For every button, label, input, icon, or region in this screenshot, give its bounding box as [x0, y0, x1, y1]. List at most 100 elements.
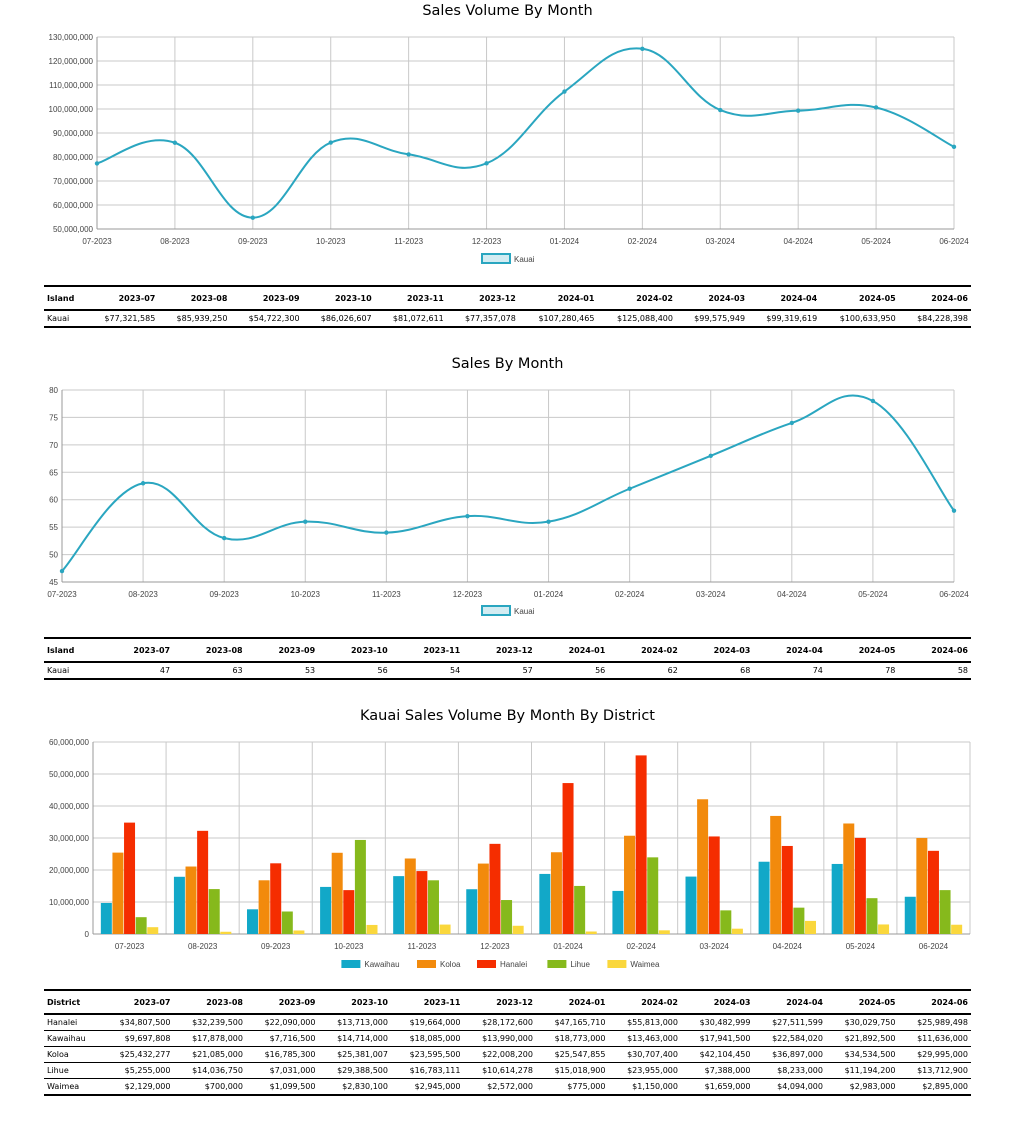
table-cell: $13,990,000 [463, 1030, 536, 1047]
bar-hanalei [124, 822, 136, 934]
data-point [789, 420, 795, 426]
bar-kawaihau [612, 890, 624, 934]
table-row: Koloa $25,432,277 $21,085,000 $16,785,300 $2… [44, 1046, 971, 1063]
y-tick-label: 90,000,000 [53, 129, 94, 138]
table-cell: $86,026,607 [302, 310, 375, 328]
table-cell: $2,572,000 [463, 1078, 536, 1096]
x-tick-label: 07-2023 [82, 237, 112, 246]
data-point [384, 530, 389, 535]
table-cell: $100,633,950 [820, 310, 899, 328]
legend-swatch [417, 960, 436, 968]
column-header: 2023-11 [390, 989, 464, 1015]
table-cell: $15,018,900 [535, 1062, 609, 1079]
table-cell: $25,989,498 [898, 1014, 971, 1031]
bar-lihue [135, 917, 147, 934]
x-tick-label: 06-2024 [919, 942, 949, 951]
table-cell: $1,659,000 [680, 1078, 754, 1096]
table-cell: $85,939,250 [158, 310, 231, 328]
sales-count-line-chart: 45 50 55 60 65 70 75 80 07-2023 08-2023 09-2023 10-… [47, 386, 969, 616]
x-tick-label: 09-2023 [238, 237, 268, 246]
table-cell: $47,165,710 [535, 1014, 609, 1031]
table-cell: Kauai [44, 662, 101, 680]
legend-label: Kauai [514, 607, 535, 616]
table-row: Waimea $2,129,000 $700,000 $1,099,500 $2,830… [44, 1078, 971, 1096]
legend-label: Waimea [630, 960, 660, 969]
table-cell: Lihue [44, 1062, 101, 1079]
data-point [870, 398, 876, 404]
table-cell: $30,707,400 [608, 1046, 681, 1063]
table-cell: $7,388,000 [680, 1062, 754, 1079]
column-header: 2023-10 [318, 989, 391, 1015]
table-cell: $10,614,278 [463, 1062, 536, 1079]
table-cell: $29,388,500 [318, 1062, 391, 1079]
table-cell: 62 [608, 662, 681, 680]
bar-hanalei [562, 783, 574, 934]
x-tick-label: 07-2023 [47, 590, 77, 599]
x-tick-label: 03-2024 [696, 590, 726, 599]
x-tick-label: 10-2023 [291, 590, 321, 599]
x-tick-label: 01-2024 [550, 237, 580, 246]
y-tick-label: 45 [49, 578, 58, 587]
table-cell: 78 [825, 662, 899, 680]
bar-kawaihau [173, 876, 185, 934]
table-cell: 74 [753, 662, 826, 680]
table-cell: $11,194,200 [825, 1062, 899, 1079]
x-tick-label: 09-2023 [261, 942, 291, 951]
x-tick-label: 12-2023 [472, 237, 502, 246]
column-header: 2024-04 [753, 637, 826, 663]
table-cell: 54 [390, 662, 464, 680]
bar-waimea [731, 928, 743, 934]
bar-waimea [439, 924, 451, 934]
table-cell: $22,008,200 [463, 1046, 536, 1063]
table-cell: Kawaihau [44, 1030, 101, 1047]
column-header: 2024-06 [898, 637, 971, 663]
column-header: 2024-01 [535, 637, 609, 663]
bar-lihue [647, 857, 659, 934]
column-header: Island [44, 637, 101, 663]
bar-lihue [281, 911, 293, 934]
data-point [546, 519, 551, 524]
x-tick-label: 02-2024 [626, 942, 656, 951]
y-tick-label: 10,000,000 [49, 898, 90, 907]
bar-hanalei [416, 871, 428, 934]
x-tick-label: 01-2024 [553, 942, 583, 951]
x-tick-label: 06-2024 [939, 590, 969, 599]
data-point [718, 107, 723, 113]
table-cell: 56 [318, 662, 391, 680]
bar-kawaihau [831, 863, 843, 934]
y-tick-label: 50 [49, 551, 58, 560]
table-row: Lihue $5,255,000 $14,036,750 $7,031,000 $29,… [44, 1062, 971, 1079]
data-point [951, 508, 957, 513]
table-cell: $14,036,750 [173, 1062, 246, 1079]
bar-koloa [477, 863, 489, 934]
bar-kawaihau [539, 873, 551, 934]
data-point [406, 152, 411, 157]
y-tick-label: 0 [85, 930, 90, 939]
table-cell: $99,319,619 [748, 310, 821, 328]
data-point [59, 568, 65, 574]
table-cell: Koloa [44, 1046, 101, 1063]
y-tick-label: 30,000,000 [49, 834, 90, 843]
bar-lihue [939, 890, 951, 934]
table-cell: $21,892,500 [825, 1030, 899, 1047]
data-point [873, 105, 879, 110]
bar-koloa [843, 823, 855, 934]
bar-kawaihau [904, 896, 916, 934]
bar-lihue [574, 885, 586, 934]
table-cell: $13,713,000 [318, 1014, 391, 1031]
table-cell: $77,321,585 [86, 310, 159, 328]
x-tick-label: 01-2024 [534, 590, 564, 599]
table-cell: $13,463,000 [608, 1030, 681, 1047]
x-tick-label: 10-2023 [316, 237, 346, 246]
legend-label: Kauai [514, 255, 535, 264]
x-tick-label: 04-2024 [773, 942, 803, 951]
data-point [465, 513, 470, 519]
bar-kawaihau [320, 886, 332, 934]
column-header: 2023-11 [374, 285, 447, 311]
data-point [640, 46, 645, 51]
table-cell: $19,664,000 [390, 1014, 464, 1031]
x-tick-label: 12-2023 [453, 590, 483, 599]
bar-koloa [185, 866, 197, 934]
district-volume-table: District 2023-07 2023-08 2023-09 2023-10 2023… [44, 989, 971, 1096]
bar-lihue [866, 898, 878, 934]
